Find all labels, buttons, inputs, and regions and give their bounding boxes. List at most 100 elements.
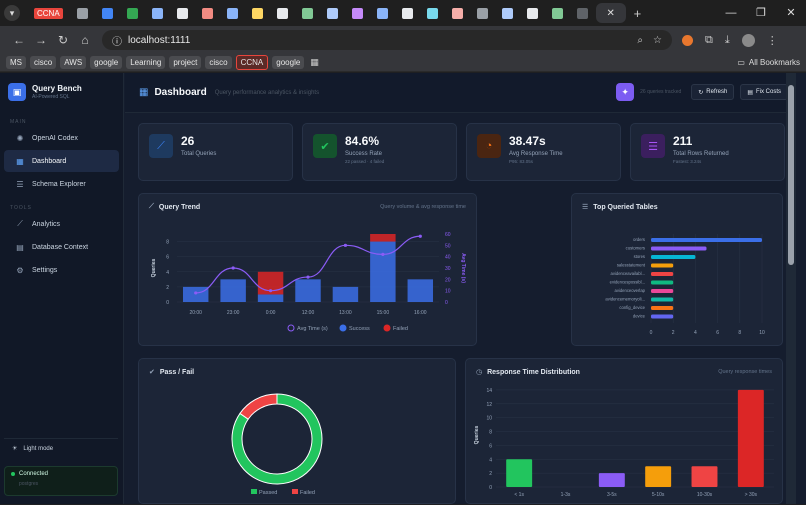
bookmark-item[interactable]: cisco xyxy=(205,56,232,69)
sidebar-item-database-context[interactable]: ▤ Database Context xyxy=(4,236,119,258)
bookmark-star-icon[interactable]: ☆ xyxy=(653,34,662,46)
table-bar[interactable] xyxy=(651,272,674,276)
browser-tab[interactable] xyxy=(446,3,469,23)
browser-tab[interactable] xyxy=(121,3,144,23)
ai-sparkle-button[interactable]: ✦ xyxy=(616,83,635,101)
pie-slice-failed[interactable] xyxy=(239,393,278,420)
apps-grid-icon[interactable]: ▦ xyxy=(310,57,319,67)
table-bar[interactable] xyxy=(651,238,762,242)
legend-label[interactable]: Success xyxy=(349,326,370,332)
browser-tab[interactable] xyxy=(546,3,569,23)
scrollbar-thumb[interactable] xyxy=(788,85,794,265)
bookmark-item[interactable]: project xyxy=(169,56,202,69)
bookmark-item[interactable]: AWS xyxy=(60,56,87,69)
sidebar-item-settings[interactable]: ⚙ Settings xyxy=(4,259,119,281)
success-bar[interactable] xyxy=(220,279,246,302)
dist-bar[interactable] xyxy=(506,459,533,487)
light-mode-toggle[interactable]: ☀ Light mode xyxy=(4,438,118,458)
avg-time-point[interactable] xyxy=(231,266,235,270)
address-bar[interactable]: ⓘ localhost:1111 ⌕ ☆ xyxy=(102,30,672,50)
success-bar[interactable] xyxy=(370,241,396,302)
dist-bar[interactable] xyxy=(645,466,672,487)
table-bar[interactable] xyxy=(651,306,674,310)
menu-dots-icon[interactable]: ⋮ xyxy=(766,34,778,47)
avg-time-point[interactable] xyxy=(268,289,273,293)
browser-tab[interactable] xyxy=(471,3,494,23)
back-icon[interactable]: ← xyxy=(13,33,25,47)
bookmark-item[interactable]: google xyxy=(90,56,123,69)
browser-tab[interactable] xyxy=(296,3,319,23)
reload-icon[interactable]: ↻ xyxy=(57,33,69,47)
dist-bar[interactable] xyxy=(691,466,718,487)
profile-avatar[interactable] xyxy=(741,33,755,47)
browser-tab[interactable] xyxy=(146,3,169,23)
table-bar[interactable] xyxy=(651,246,707,251)
browser-tab[interactable] xyxy=(271,3,294,23)
browser-tab[interactable] xyxy=(96,3,119,23)
refresh-button[interactable]: ↻ Refresh xyxy=(691,84,735,100)
dist-bar[interactable] xyxy=(598,473,625,487)
home-icon[interactable]: ⌂ xyxy=(81,33,89,47)
legend-label[interactable]: Avg Time (s) xyxy=(297,326,328,332)
table-bar[interactable] xyxy=(651,263,674,268)
browser-tab[interactable]: CCNA xyxy=(28,3,69,23)
avg-time-point[interactable] xyxy=(194,291,198,295)
browser-tab[interactable] xyxy=(196,3,219,23)
avg-time-point[interactable] xyxy=(381,252,385,256)
success-bar[interactable] xyxy=(295,279,321,302)
tab-search-icon[interactable]: ▾ xyxy=(4,5,20,21)
avg-time-point[interactable] xyxy=(306,275,310,279)
maximize-icon[interactable]: ❐ xyxy=(756,7,766,19)
sidebar-item-dashboard[interactable]: ▦ Dashboard xyxy=(4,150,119,172)
table-bar[interactable] xyxy=(651,314,674,319)
sidebar-item-analytics[interactable]: ⟋ Analytics xyxy=(4,213,119,235)
table-bar[interactable] xyxy=(651,289,674,293)
browser-tab[interactable] xyxy=(71,3,94,23)
browser-tab[interactable] xyxy=(221,3,244,23)
failed-bar[interactable] xyxy=(257,271,284,295)
bookmark-item[interactable]: CCNA xyxy=(235,55,269,70)
table-bar[interactable] xyxy=(651,280,674,285)
page-scrollbar[interactable] xyxy=(786,73,796,504)
bookmark-item[interactable]: cisco xyxy=(30,56,57,69)
extensions-puzzle-icon[interactable]: ⧉ xyxy=(705,33,713,46)
bookmark-item[interactable]: MS xyxy=(6,56,26,69)
site-info-icon[interactable]: ⓘ xyxy=(112,36,122,48)
zoom-icon[interactable]: ⌕ xyxy=(637,34,644,46)
minimize-icon[interactable]: — xyxy=(725,7,737,19)
browser-tab[interactable] xyxy=(346,3,369,23)
avg-time-point[interactable] xyxy=(343,243,348,247)
pie-slice-passed[interactable] xyxy=(231,393,323,485)
close-window-icon[interactable]: ✕ xyxy=(786,7,796,19)
success-bar[interactable] xyxy=(257,294,284,302)
active-tab[interactable]: ✕ xyxy=(595,3,626,23)
legend-label[interactable]: Failed xyxy=(393,326,408,332)
dist-bar[interactable] xyxy=(737,389,764,487)
success-bar[interactable] xyxy=(407,279,434,302)
browser-tab[interactable] xyxy=(171,3,194,23)
new-tab-button[interactable]: + xyxy=(633,5,642,21)
bookmark-item[interactable]: Learning xyxy=(126,56,166,69)
success-bar[interactable] xyxy=(332,286,359,302)
close-tab-icon[interactable]: ✕ xyxy=(606,7,615,19)
legend-label[interactable]: Failed xyxy=(300,490,315,496)
avg-time-point[interactable] xyxy=(418,234,422,238)
browser-tab[interactable] xyxy=(246,3,269,23)
extension-icon[interactable] xyxy=(682,34,693,46)
table-bar[interactable] xyxy=(651,297,674,302)
fix-costs-button[interactable]: ▤ Fix Costs xyxy=(740,84,788,100)
sidebar-item-openai-codex[interactable]: ✺ OpenAI Codex xyxy=(4,127,119,149)
download-icon[interactable]: ⤓ xyxy=(724,33,730,46)
forward-icon[interactable]: → xyxy=(35,33,47,47)
all-bookmarks-button[interactable]: ▭ All Bookmarks xyxy=(737,58,800,67)
browser-tab[interactable] xyxy=(571,3,594,23)
table-bar[interactable] xyxy=(651,255,696,259)
browser-tab[interactable] xyxy=(421,3,444,23)
bookmark-item[interactable]: google xyxy=(272,56,305,69)
browser-tab[interactable] xyxy=(521,3,544,23)
browser-tab[interactable] xyxy=(396,3,419,23)
browser-tab[interactable] xyxy=(321,3,344,23)
failed-bar[interactable] xyxy=(370,234,396,242)
browser-tab[interactable] xyxy=(371,3,394,23)
browser-tab[interactable] xyxy=(496,3,519,23)
